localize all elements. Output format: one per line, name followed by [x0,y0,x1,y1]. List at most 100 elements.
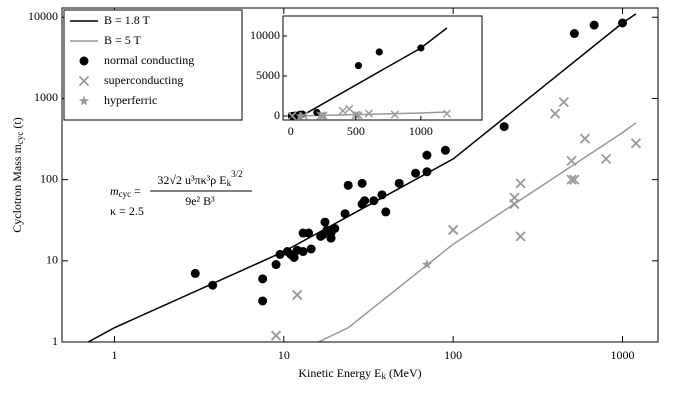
formula: mcyc = 32√2 u³πκ³ρ Ek3/2 9e² B³ κ = 2.5 [110,169,252,218]
y-tick-label: 100 [40,171,58,185]
legend [63,9,243,121]
point [292,289,303,301]
x-tick-label: 1 [111,348,117,362]
y-tick-label: 10 [46,253,58,267]
point [270,330,282,341]
x-tick-label: 10 [278,348,290,362]
point [320,217,330,227]
formula-numerator: 32√2 u³πκ³ρ Ek3/2 [157,169,242,188]
legend-entries: B = 1.8 T B = 5 T normal conducting superco… [70,13,194,107]
point [258,296,268,306]
y-axis-label: Cyclotron Mass mcyc (t) [10,117,25,233]
point [589,20,599,30]
point [351,110,360,119]
point [440,145,450,155]
point [549,108,561,119]
legend-label: hyperferric [104,93,157,107]
x-axis-label: Kinetic Energy Ek (MeV) [298,366,421,381]
point [390,110,399,119]
point [289,252,299,262]
formula-kappa: κ = 2.5 [110,204,144,218]
formula-num-sup: 3/2 [231,169,243,179]
point [316,111,325,120]
point [258,274,268,284]
inset-y-tick-label: 10000 [250,28,280,42]
inset-plot [287,27,451,120]
point [360,196,370,206]
inset-x-tick-label: 1000 [409,124,433,138]
formula-num-sub: k [227,178,232,188]
point [566,174,577,185]
formula-num: 32√2 u³πκ³ρ E [157,173,226,187]
point [354,62,363,70]
point [618,18,628,28]
point [343,180,353,190]
x-tick-label: 100 [444,348,462,362]
legend-label: superconducting [104,73,183,87]
inset-y-tick-label: 0 [274,108,280,122]
point [442,109,451,118]
point [357,178,367,188]
point [569,174,580,185]
point [338,106,347,115]
formula-lhs: mcyc = [110,184,141,199]
line [318,122,637,342]
point [319,111,328,120]
point [421,259,433,269]
x-label-sub: k [381,371,386,381]
point [275,249,285,259]
point [515,178,526,189]
line [290,27,448,117]
inset-x-tick-label: 0 [288,124,294,138]
formula-denominator: 9e² B³ [185,194,215,208]
y-label-main: Cyclotron Mass m [10,143,24,232]
point [208,280,218,290]
formula-m: m [110,184,119,198]
y-tick-label: 1 [52,334,58,348]
point [448,224,459,236]
point [271,260,281,270]
x-label-unit: (MeV) [386,366,422,380]
point [375,48,383,56]
point [298,247,308,257]
point [345,104,354,113]
inset-y-tick-label: 5000 [256,68,280,82]
point [381,207,391,217]
inset-frame [282,15,483,121]
y-label-sub: cyc [15,132,25,145]
point [377,190,387,200]
x-tick-label: 1000 [611,348,635,362]
legend-label: normal conducting [104,53,194,67]
point [558,97,569,108]
plot-frame [61,7,659,343]
point [515,231,526,242]
point [364,109,373,118]
point [411,168,421,178]
y-tick-label: 1000 [34,90,58,104]
point [78,95,90,106]
formula-eq: = [131,184,141,198]
inset-x-tick-label: 500 [347,124,365,138]
point [509,198,520,210]
point [600,153,612,165]
point [288,111,297,120]
point [79,56,89,66]
point [499,122,509,132]
y-label-unit: (t) [10,117,24,131]
point [579,133,591,144]
point [306,244,316,254]
point [394,178,404,188]
point [417,44,425,52]
plot-area [87,13,642,342]
legend-label: B = 5 T [104,33,142,47]
legend-label: B = 1.8 T [104,13,151,27]
point [369,196,379,206]
point [630,138,642,149]
y-tick-label: 10000 [28,9,58,23]
point [304,228,314,238]
point [422,150,432,160]
point [422,167,432,177]
formula-m-sub: cyc [119,189,132,199]
